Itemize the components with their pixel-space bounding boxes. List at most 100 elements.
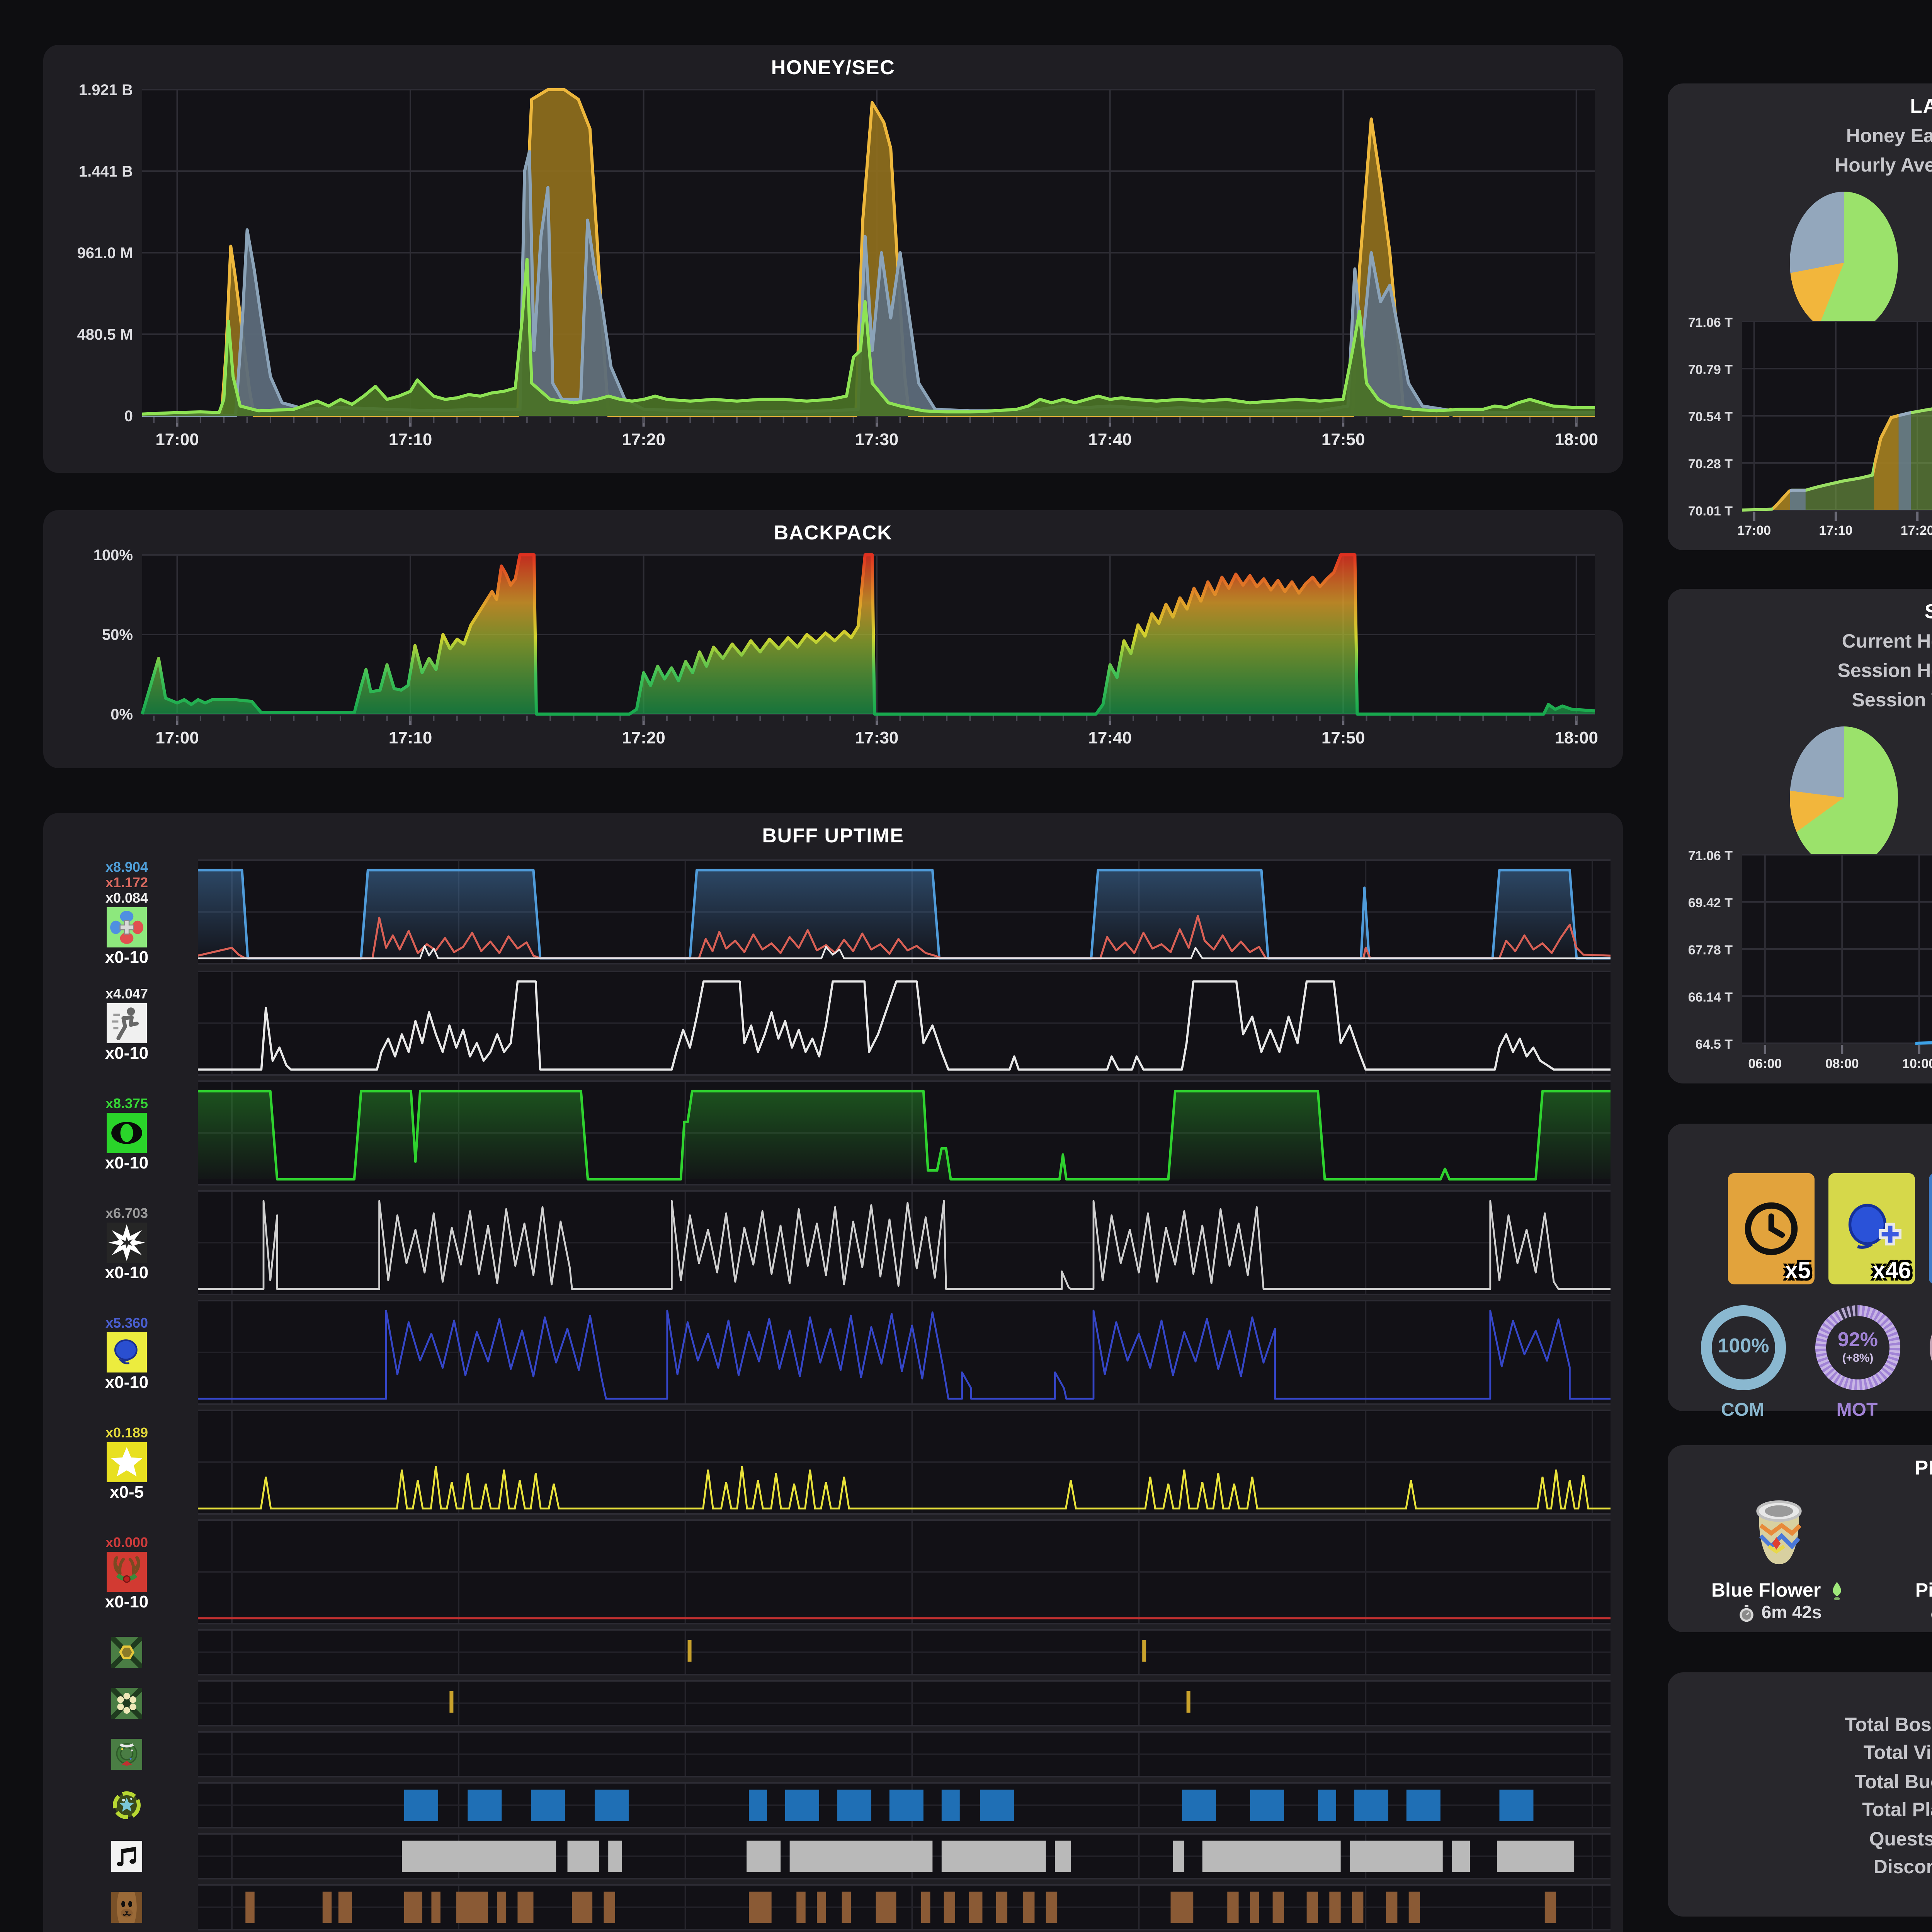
buff-multiplier-label: x6.703 [105,1205,148,1220]
session-row-0: Current Honey71.06 T [1668,631,1932,652]
stat-row-total-planters: Total Planters 9 [1668,1799,1932,1821]
stat-row-disconnects: Disconnects 0 [1668,1856,1932,1878]
buff-lane-chart [198,1300,1611,1405]
session-panel: SESSION Current Honey71.06 TSession Hone… [1668,589,1932,1083]
svg-text:17:10: 17:10 [1819,523,1852,538]
stats-rows: Total Boss Kills 0 Total Vic Kills 0 Tot… [1668,1713,1932,1878]
runner-icon [107,1002,147,1043]
stats-title: STATS [1668,1672,1932,1706]
honey-per-sec-chart: 1.921 B 1.441 B 961.0 M 480.5 M 0 17:00 17:10 1… [56,83,1611,462]
stat-label: Total Boss Kills [1845,1713,1932,1735]
last-hour-panel: LAST HOUR Honey Earned 1.036 T ▲ Hourly … [1668,83,1932,550]
inspire-icon [111,1790,142,1821]
legend-item-gather: Gather 04:46:47 65% [1920,753,1932,774]
planter-name: Pine Tree [1915,1580,1932,1601]
svg-text:10:00: 10:00 [1902,1056,1932,1071]
buff-range-label: x0-10 [105,1264,149,1282]
session-values: Current Honey71.06 T Session Honey6.562 T… [1668,631,1932,711]
buff-lane-wreath [56,1731,1611,1777]
buff-lane-label [56,1680,198,1726]
buff-lane-chart [198,1833,1611,1879]
flower-flag-icon [111,1688,142,1719]
stats-panel: STATS Total Boss Kills 0 Total Vic Kills… [1668,1672,1932,1917]
session-row-2: Session Time07:21:32 [1668,689,1932,711]
balloon-plus-icon [1837,1195,1905,1263]
legend-item-convert: Convert 00:52:40 12% [1920,787,1932,808]
buff-lane-hex-flag [56,1629,1611,1675]
buff-multiplier-label: x0.000 [105,1534,148,1549]
star-icon [107,1441,147,1481]
svg-text:1.441 B: 1.441 B [79,163,133,180]
backpack-title: BACKPACK [774,521,893,544]
svg-text:0%: 0% [111,706,133,723]
svg-text:71.06 T: 71.06 T [1688,315,1733,330]
legend-item-convert: Convert 00:09:13 16% [1920,253,1932,273]
svg-text:18:00: 18:00 [1554,430,1598,449]
starburst-icon [107,1222,147,1262]
honey-earned-label: Honey Earned [1846,125,1932,147]
buff-lane-antlers: x0.000 x0-10 [56,1519,1611,1624]
svg-text:17:20: 17:20 [1901,523,1932,538]
svg-text:100%: 100% [1717,1335,1769,1357]
svg-text:69.42 T: 69.42 T [1688,896,1733,910]
svg-text:(+8%): (+8%) [1842,1352,1873,1364]
buff-multiplier-label: x5.360 [105,1315,148,1330]
buff-lane-chart [198,971,1611,1076]
honey-per-sec-title: HONEY/SEC [771,56,895,79]
stat-row-total-vic-kills: Total Vic Kills 0 [1668,1742,1932,1764]
stat-label: Total Bug Kills [1854,1770,1932,1792]
buff-lane-label: x4.047 x0-10 [56,971,198,1076]
planter-name: Blue Flower [1711,1580,1847,1601]
gauge-label: MOT [1836,1399,1878,1420]
svg-text:1.921 B: 1.921 B [79,83,133,99]
buff-lane-chart [198,859,1611,964]
legend-label: Gather [1920,754,1932,773]
medic-petals-icon [107,907,147,947]
buff-lane-chart [198,1190,1611,1295]
buff-multiplier-label: x0.189 [105,1424,148,1440]
svg-text:92%: 92% [1837,1328,1877,1351]
svg-text:64.5 T: 64.5 T [1696,1037,1733,1052]
backpack-chart: 100% 50% 0% 17:00 17:10 17:20 17:30 17:40 17:50 1… [56,549,1611,757]
backpack-panel: BACKPACK 100% 50% 0% 17:00 17:10 17:20 17:30 17… [43,510,1623,768]
buffs-title: BUFFS [1668,1124,1932,1158]
buff-lane-starburst: x6.703 x0-10 [56,1190,1611,1295]
honey-earned-row: Honey Earned 1.036 T ▲ [1668,125,1932,147]
buff-uptime-lanes: x8.904 x1.172 x0.084 x0-10 x4.047 x0-10 x8.375… [56,859,1611,1932]
gauge-label: COM [1721,1399,1764,1420]
antlers-icon [107,1551,147,1591]
buff-lane-chart [198,1884,1611,1930]
balloon-icon [107,1332,147,1372]
svg-text:70.28 T: 70.28 T [1688,457,1733,471]
stat-label: Disconnects [1873,1856,1932,1878]
buff-lane-label: x5.360 x0-10 [56,1300,198,1405]
stopwatch-icon [1737,1604,1755,1623]
buff-lane-chart [198,1410,1611,1515]
buff-lane-label [56,1629,198,1675]
svg-text:17:00: 17:00 [155,728,199,747]
music-note-icon [111,1841,142,1872]
svg-text:17:40: 17:40 [1088,728,1132,747]
svg-text:17:50: 17:50 [1321,430,1365,449]
buff-stack-count: x5 [1785,1258,1811,1284]
svg-text:17:00: 17:00 [1737,523,1771,538]
stat-row-quests-done: Quests Done 6 ▲1 [1668,1828,1932,1849]
buff-lane-chart [198,1731,1611,1777]
buff-lane-music-note [56,1833,1611,1879]
buff-range-label: x0-5 [109,1483,144,1502]
svg-text:18:00: 18:00 [1554,728,1598,747]
svg-text:17:00: 17:00 [155,430,199,449]
last-hour-chart: 71.06 T 70.79 T 70.54 T 70.28 T 70.01 T 17:00… [1680,312,1932,544]
buff-lane-label: x6.703 x0-10 [56,1190,198,1295]
buff-uptime-title: BUFF UPTIME [762,824,904,847]
activity-legend: Gather 00:33:51 56% Convert 00:09:13 16% O… [1920,219,1932,307]
session-row-label: Session Time [1852,689,1932,711]
buff-multiplier-label: x0.084 [105,890,148,906]
session-title: SESSION [1668,589,1932,623]
buffs-panel: BUFFS x5x46x6.00x0x2 100%COM92%(+8%)MOT9… [1668,1124,1932,1420]
svg-text:66.14 T: 66.14 T [1688,990,1733,1005]
planter-timer: 6m 42s [1737,1604,1822,1623]
legend-label: Convert [1920,788,1932,807]
svg-text:0: 0 [124,408,133,425]
